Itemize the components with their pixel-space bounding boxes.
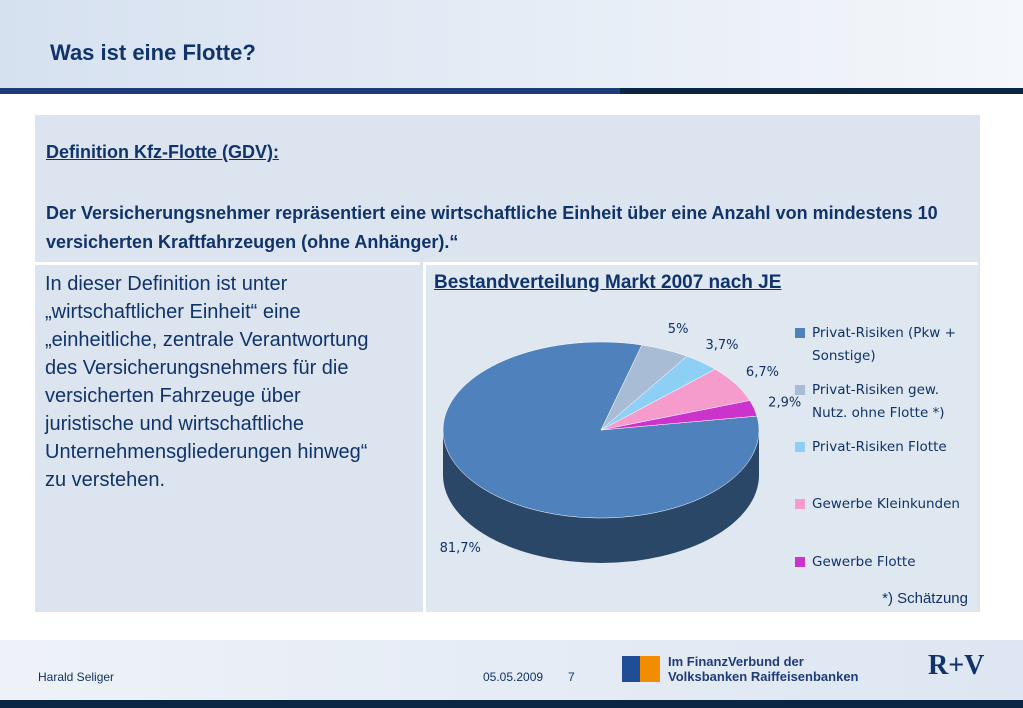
value-label: 2,9% <box>768 395 801 410</box>
definition-text: Der Versicherungsnehmer repräsentiert ei… <box>46 203 938 252</box>
slide-title: Was ist eine Flotte? <box>50 40 256 65</box>
legend-label: Privat-Risiken Flotte <box>812 439 947 455</box>
page-number: 7 <box>568 670 575 684</box>
explanation: In dieser Definition ist unter „wirtscha… <box>45 273 369 491</box>
footer-rule <box>0 700 1023 708</box>
definition-heading: Definition Kfz-Flotte (GDV): <box>46 142 279 162</box>
value-label: 81,7% <box>440 541 481 556</box>
legend-label: Privat-Risiken (Pkw + Sonstige) <box>812 325 956 364</box>
legend-swatch <box>795 328 805 338</box>
legend-swatch <box>795 442 805 452</box>
text-panel <box>35 262 420 612</box>
header-band <box>0 0 1023 88</box>
legend-label: Gewerbe Flotte <box>812 554 916 570</box>
footer-band <box>0 640 1023 700</box>
value-label: 6,7% <box>746 365 779 380</box>
chart-title: Bestandverteilung Markt 2007 nach JE <box>434 272 782 293</box>
vr-logo <box>640 656 660 682</box>
legend-item: Gewerbe Kleinkunden <box>795 493 965 516</box>
author: Harald Seliger <box>38 670 115 684</box>
logo-line: Im FinanzVerbund der <box>668 654 804 669</box>
footnote: *) Schätzung <box>882 590 968 607</box>
header-rule <box>0 88 620 94</box>
date: 05.05.2009 <box>483 670 544 684</box>
legend-item: Gewerbe Flotte <box>795 551 965 574</box>
legend-swatch <box>795 385 805 395</box>
legend-item: Privat-Risiken gew. Nutz. ohne Flotte *) <box>795 379 965 425</box>
legend-item: Privat-Risiken Flotte <box>795 436 965 459</box>
legend-item: Privat-Risiken (Pkw + Sonstige) <box>795 322 965 368</box>
logo-text: Im FinanzVerbund der Volksbanken Raiffei… <box>668 654 859 684</box>
value-label: 3,7% <box>705 338 738 353</box>
logo-line: Volksbanken Raiffeisenbanken <box>668 669 859 684</box>
legend-swatch <box>795 499 805 509</box>
pie-slice <box>600 400 758 431</box>
brand-logo: R+V <box>928 650 985 681</box>
pie-side <box>443 430 759 563</box>
header-rule <box>620 88 1023 94</box>
value-label: 5% <box>668 322 689 337</box>
legend-swatch <box>795 557 805 567</box>
legend-label: Gewerbe Kleinkunden <box>812 496 960 512</box>
legend-label: Privat-Risiken gew. Nutz. ohne Flotte *) <box>812 382 945 421</box>
